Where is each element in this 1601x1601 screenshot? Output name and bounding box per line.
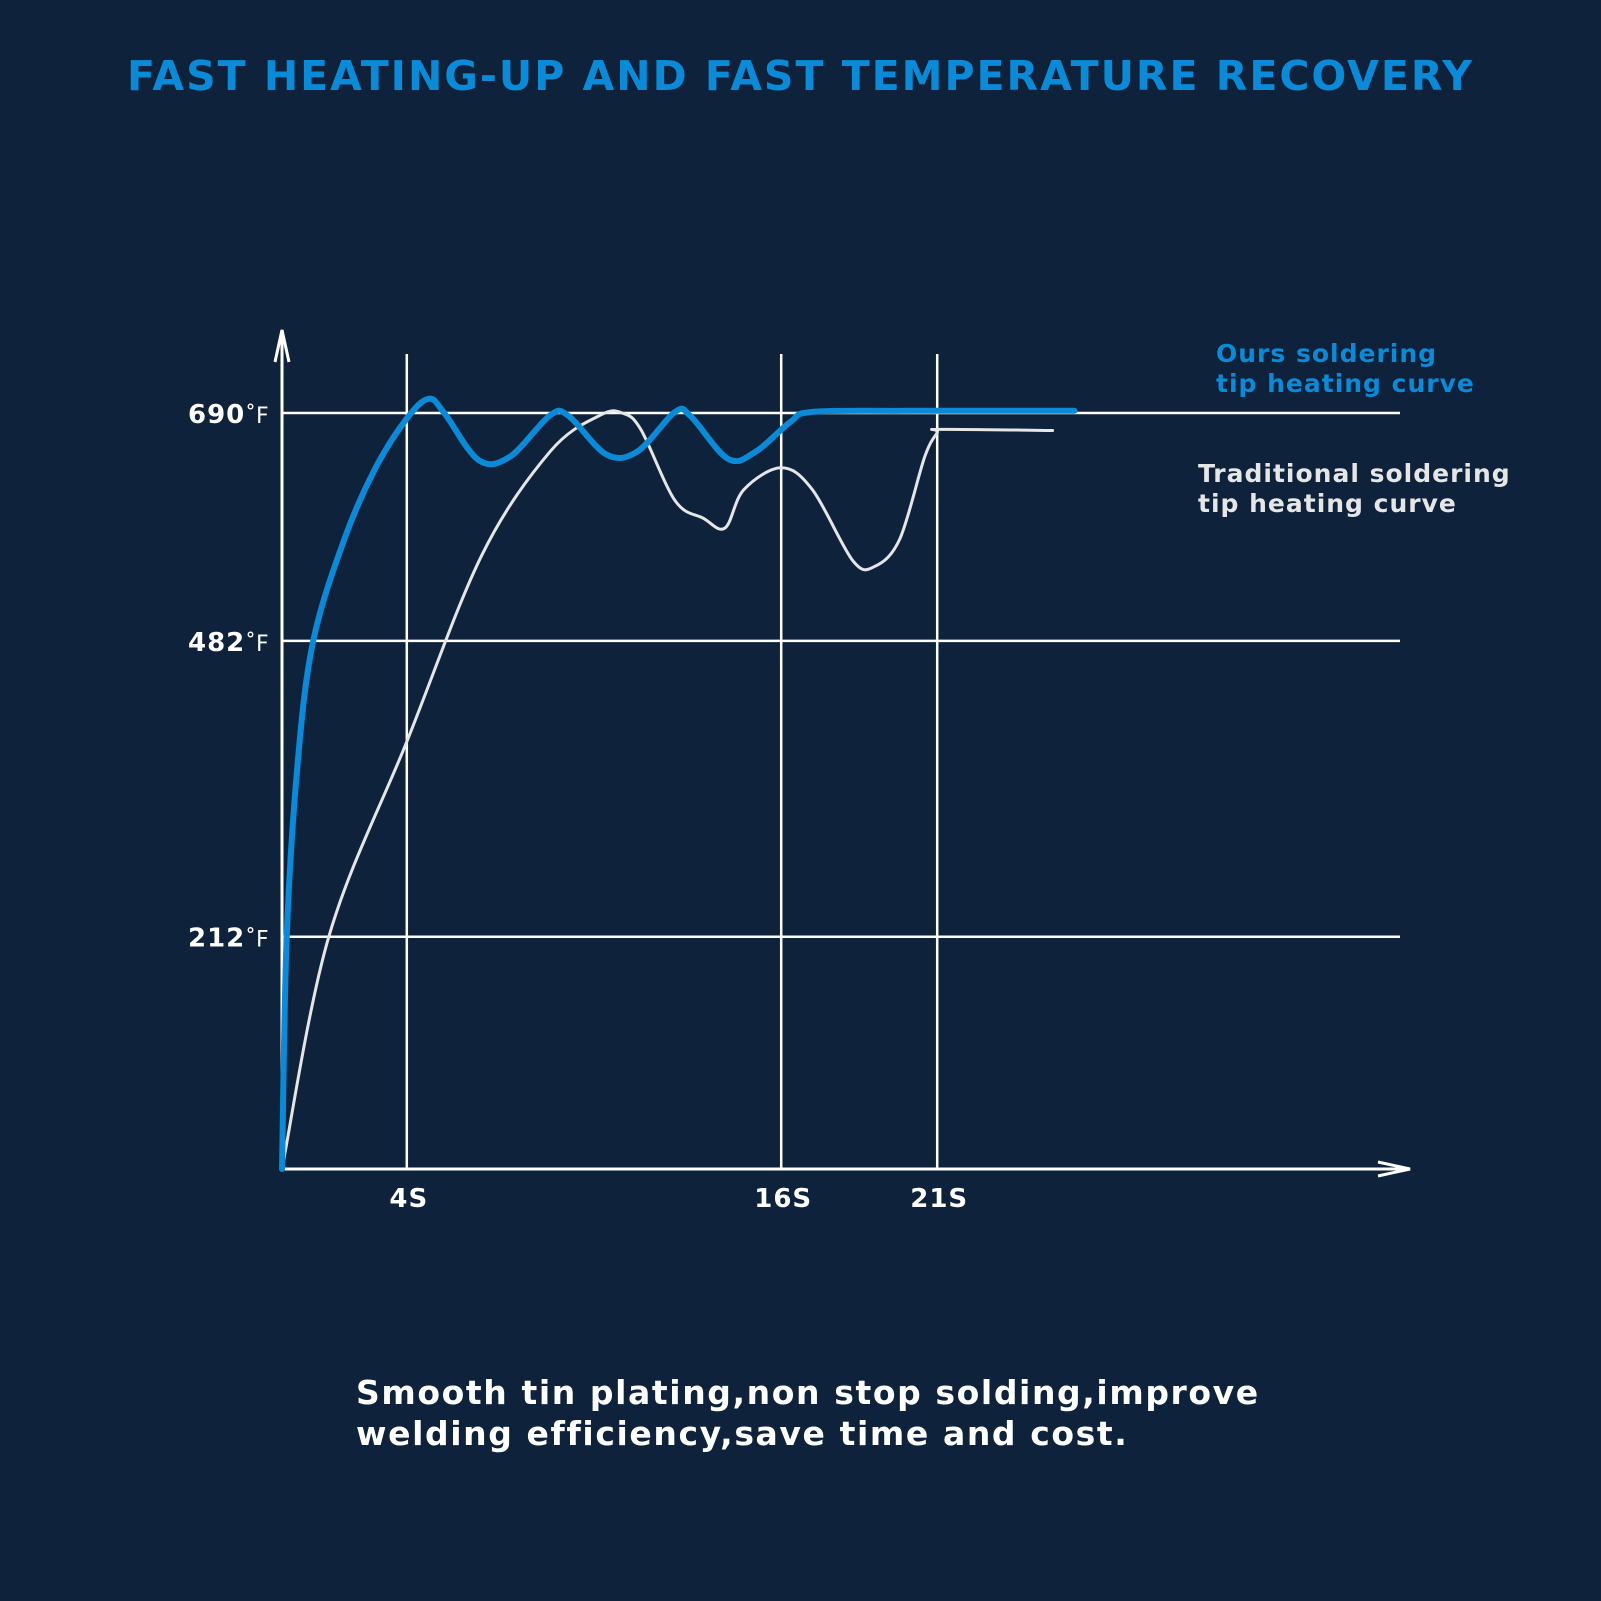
- chart-title: FAST HEATING-UP AND FAST TEMPERATURE REC…: [127, 52, 1474, 100]
- series-layer: [279, 395, 1078, 1172]
- legend-traditional-line-1: Traditional soldering: [1198, 459, 1511, 488]
- axis-layer: [273, 329, 1411, 1178]
- legend-ours-line-1: Ours soldering: [1216, 339, 1437, 368]
- y-tick-label-212: 212: [188, 924, 245, 954]
- x-tick-label-21S: 21S: [910, 1184, 968, 1214]
- x-axis-arrow: [1377, 1160, 1411, 1178]
- series-line-ours: [279, 395, 1078, 1172]
- y-tick-unit-482: ˚F: [245, 632, 269, 657]
- x-tick-label-4S: 4S: [389, 1184, 428, 1214]
- legend-traditional-line-2: tip heating curve: [1198, 489, 1457, 518]
- series-line-traditional: [280, 409, 1055, 1171]
- y-axis-arrow: [273, 329, 291, 363]
- y-tick-unit-690: ˚F: [245, 404, 269, 429]
- x-tick-label-16S: 16S: [754, 1184, 812, 1214]
- legend-ours-line-2: tip heating curve: [1216, 369, 1475, 398]
- footer-line-1: Smooth tin plating,non stop solding,impr…: [356, 1373, 1260, 1412]
- y-tick-unit-212: ˚F: [245, 928, 269, 953]
- y-tick-label-482: 482: [188, 628, 245, 658]
- footer-caption: Smooth tin plating,non stop solding,impr…: [356, 1372, 1456, 1454]
- y-tick-label-690: 690: [188, 400, 245, 430]
- footer-line-2: welding efficiency,save time and cost.: [356, 1414, 1129, 1453]
